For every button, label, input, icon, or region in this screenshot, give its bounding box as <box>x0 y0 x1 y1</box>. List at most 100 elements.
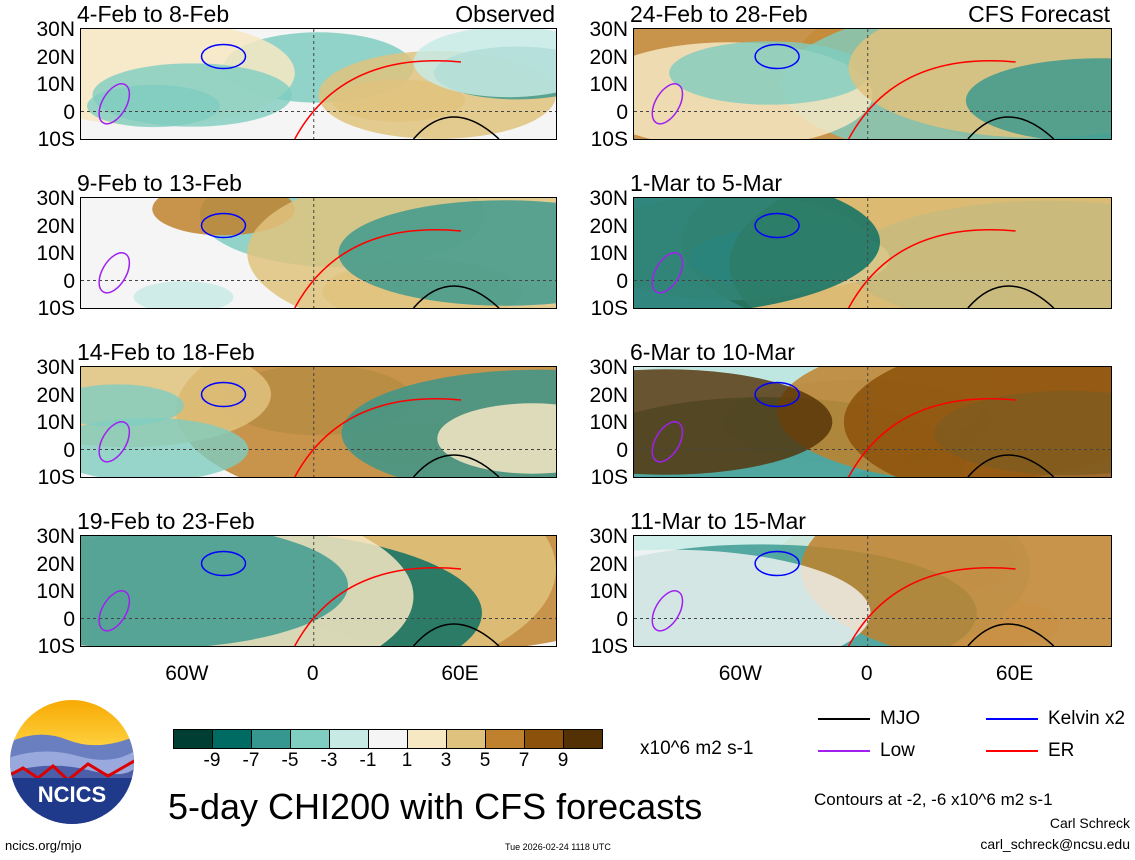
y-tick-label: 0 <box>63 100 75 124</box>
panel-tag: CFS Forecast <box>968 1 1110 27</box>
y-tick-label: 20N <box>36 214 75 238</box>
panel-title: 4-Feb to 8-Feb <box>77 1 230 27</box>
ncics-logo: NCICS <box>10 700 134 824</box>
anomaly-region <box>81 384 184 427</box>
colorbar-swatch <box>564 730 602 748</box>
kelvin-contour <box>754 43 800 70</box>
x-tick-label: 60W <box>165 662 209 685</box>
low-contour <box>98 83 131 125</box>
y-tick-label: 0 <box>616 269 628 293</box>
y-tick-label: 20N <box>36 45 75 69</box>
legend-line <box>986 750 1038 752</box>
mjo-contour <box>967 623 1055 646</box>
low-contour <box>651 421 684 463</box>
legend-item: ER <box>986 740 1074 762</box>
email[interactable]: carl_schreck@ncsu.edu <box>980 836 1130 852</box>
low-contour <box>98 252 131 294</box>
svg-text:NCICS: NCICS <box>38 782 106 807</box>
colorbar-label: 3 <box>440 750 452 771</box>
colorbar-label: -9 <box>203 750 221 771</box>
colorbar-units: x10^6 m2 s-1 <box>640 738 754 759</box>
er-contour <box>847 567 1016 646</box>
legend-item: MJO <box>818 708 920 730</box>
y-tick-label: 0 <box>63 269 75 293</box>
kelvin-contour <box>200 212 247 239</box>
anomaly-region <box>133 281 234 308</box>
y-tick-label: 10N <box>589 580 628 603</box>
colorbar-label: 7 <box>518 750 530 771</box>
x-tick-label: 60W <box>718 662 762 685</box>
legend-label: ER <box>1048 740 1075 761</box>
map-panel <box>80 535 557 647</box>
panel-title: 11-Mar to 15-Mar <box>630 508 806 534</box>
kelvin-contour <box>754 212 800 239</box>
map-panel <box>633 197 1112 309</box>
colorbar-swatch <box>174 730 213 748</box>
map-panel <box>80 28 557 140</box>
y-tick-label: 30N <box>589 18 628 41</box>
y-tick-label: 10N <box>36 242 75 265</box>
y-tick-label: 10S <box>37 466 75 489</box>
colorbar-label: -7 <box>242 750 260 771</box>
anomaly-region <box>843 367 1111 477</box>
colorbar-swatch <box>330 730 369 748</box>
y-tick-label: 10S <box>590 128 628 151</box>
y-tick-label: 10S <box>590 635 628 658</box>
y-tick-label: 10S <box>590 466 628 489</box>
legend-label: MJO <box>880 708 921 729</box>
mjo-contour <box>412 623 500 646</box>
panel-title: 6-Mar to 10-Mar <box>630 339 795 365</box>
anomaly-region <box>801 536 1111 646</box>
y-tick-label: 30N <box>36 525 75 548</box>
anomaly-region <box>87 84 220 128</box>
er-contour <box>847 398 1016 477</box>
map-panel <box>80 366 557 478</box>
colorbar-label: -5 <box>281 750 299 771</box>
panel-tag: Observed <box>455 1 555 27</box>
anomaly-region <box>338 200 556 306</box>
kelvin-contour <box>200 381 247 408</box>
y-tick-label: 20N <box>589 214 628 238</box>
y-tick-label: 10N <box>589 73 628 96</box>
er-contour <box>294 567 462 646</box>
anomaly-region <box>634 369 833 475</box>
y-tick-label: 10N <box>36 411 75 434</box>
panel-title: 9-Feb to 13-Feb <box>77 170 242 196</box>
map-panel <box>633 28 1112 140</box>
colorbar-label: -1 <box>359 750 377 771</box>
er-contour <box>294 60 462 139</box>
y-tick-label: 10N <box>589 411 628 434</box>
y-tick-label: 0 <box>616 100 628 124</box>
colorbar-swatch <box>447 730 486 748</box>
y-tick-label: 10S <box>37 128 75 151</box>
colorbar-label: 1 <box>401 750 413 771</box>
y-tick-label: 20N <box>589 45 628 69</box>
low-contour <box>98 590 131 632</box>
map-panel <box>633 535 1112 647</box>
y-tick-label: 30N <box>589 187 628 210</box>
legend-line <box>818 750 870 752</box>
colorbar-label: 9 <box>557 750 569 771</box>
legend-item: Low <box>818 740 915 762</box>
legend-label: Kelvin x2 <box>1048 708 1126 729</box>
colorbar-label: -3 <box>320 750 338 771</box>
mjo-contour <box>967 454 1055 477</box>
mjo-contour <box>412 116 500 139</box>
y-tick-label: 10S <box>37 635 75 658</box>
y-tick-label: 0 <box>616 438 628 462</box>
mjo-contour <box>967 116 1055 139</box>
panel-title: 19-Feb to 23-Feb <box>77 508 255 534</box>
legend-label: Low <box>880 740 915 761</box>
url-link[interactable]: ncics.org/mjo <box>5 838 82 853</box>
anomaly-region <box>437 403 556 474</box>
anomaly-region <box>81 417 249 477</box>
kelvin-contour <box>200 550 247 577</box>
x-tick-label: 60E <box>995 662 1034 685</box>
legend-item: Kelvin x2 <box>986 708 1125 730</box>
colorbar-swatch <box>291 730 330 748</box>
anomaly-region <box>965 58 1111 139</box>
y-tick-label: 10N <box>36 73 75 96</box>
colorbar-swatch <box>369 730 408 748</box>
colorbar-swatch <box>525 730 564 748</box>
